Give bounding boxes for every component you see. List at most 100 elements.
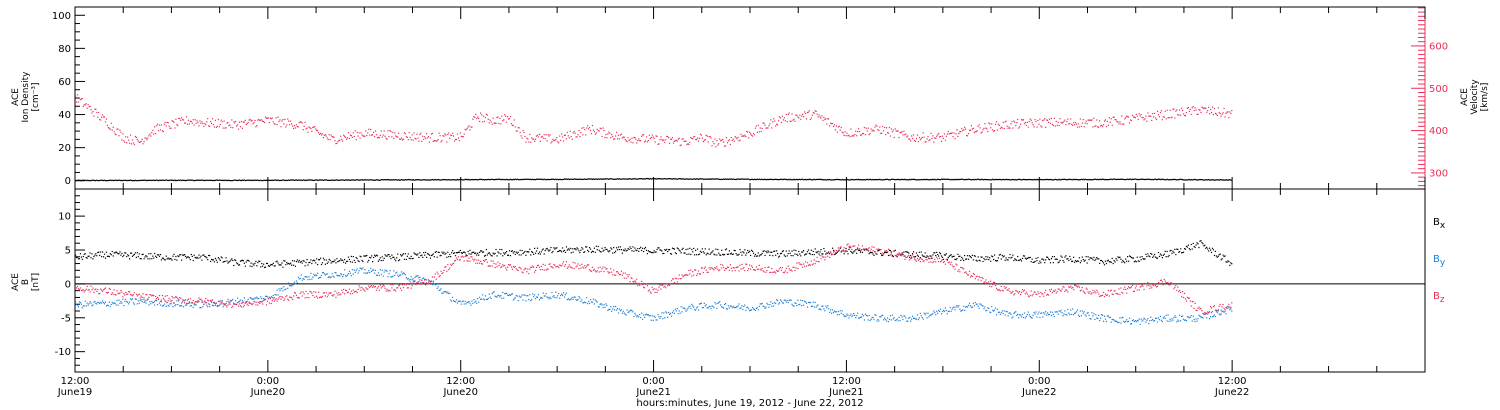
bx-point [413, 252, 415, 254]
bx-point [462, 251, 464, 253]
bx-point [1094, 259, 1096, 262]
velocity-point [304, 121, 306, 123]
bx-point [75, 257, 78, 259]
velocity-point [698, 137, 701, 140]
density-point [826, 179, 828, 181]
density-point [1169, 178, 1171, 181]
bx-point [878, 249, 880, 252]
density-point [1095, 178, 1097, 180]
velocity-point [734, 136, 736, 138]
bx-point [765, 250, 767, 253]
velocity-point [1172, 108, 1174, 110]
density-point [1177, 179, 1179, 181]
velocity-point [823, 116, 825, 119]
density-point [1025, 179, 1027, 181]
density-point [1059, 179, 1061, 181]
velocity-point [269, 117, 271, 119]
velocity-point [993, 130, 995, 132]
velocity-point [290, 120, 292, 122]
by-point [641, 312, 643, 314]
by-point [904, 315, 906, 317]
bx-point [972, 259, 974, 261]
velocity-point [939, 136, 941, 138]
by-point [605, 303, 607, 305]
by-point [1020, 314, 1022, 316]
by-point [734, 307, 736, 309]
density-point [239, 179, 242, 182]
bx-point [778, 255, 781, 257]
by-point [159, 304, 162, 306]
density-point [550, 178, 552, 180]
density-point [1155, 179, 1158, 181]
bx-point [573, 248, 575, 250]
bx-point [823, 247, 825, 250]
density-point [743, 178, 745, 180]
by-point [728, 307, 730, 309]
bx-point [263, 263, 265, 265]
by-point [631, 310, 633, 312]
density-point [143, 179, 145, 181]
bx-point [716, 254, 718, 256]
by-point [493, 291, 495, 293]
bx-point [309, 261, 311, 263]
velocity-point [887, 132, 890, 134]
by-point [181, 305, 183, 307]
density-point [628, 178, 630, 180]
density-point [144, 179, 146, 181]
bx-point [996, 260, 999, 262]
bx-point [1166, 250, 1168, 253]
density-point [361, 179, 363, 181]
density-point [1009, 179, 1011, 181]
density-point [982, 179, 984, 181]
velocity-point [820, 117, 822, 119]
by-point [916, 314, 919, 316]
velocity-point [393, 137, 395, 139]
by-point [925, 312, 927, 314]
density-point [88, 179, 90, 182]
density-point [493, 179, 495, 181]
by-point [549, 296, 551, 298]
by-point [210, 300, 213, 302]
velocity-point [408, 132, 410, 134]
bx-point [966, 258, 968, 260]
by-point [616, 307, 619, 310]
density-point [395, 179, 397, 181]
density-point [1061, 178, 1063, 180]
velocity-point [946, 133, 948, 135]
by-point [360, 267, 362, 270]
density-point [258, 179, 260, 182]
by-point [122, 298, 124, 300]
density-point [843, 179, 845, 181]
by-point [1035, 311, 1037, 313]
bx-point [922, 255, 924, 257]
density-point [1209, 179, 1211, 181]
bx-point [748, 251, 750, 253]
density-point [580, 178, 582, 180]
bx-point [125, 252, 127, 254]
bx-point [842, 250, 844, 252]
density-point [378, 179, 380, 181]
by-point [237, 297, 239, 299]
by-point [589, 299, 592, 301]
by-point [272, 294, 274, 297]
by-point [934, 311, 936, 314]
density-point [175, 180, 177, 182]
density-point [408, 179, 410, 181]
velocity-point [317, 130, 319, 132]
bx-point [122, 255, 124, 258]
bx-point [418, 256, 420, 259]
bx-point [398, 259, 400, 262]
bx-point [1130, 256, 1133, 259]
density-point [448, 178, 450, 181]
velocity-point [646, 141, 649, 143]
by-point [1101, 314, 1104, 316]
velocity-point [205, 124, 207, 126]
density-point [666, 178, 668, 180]
density-point [624, 178, 626, 180]
velocity-point [429, 137, 432, 139]
by-point [318, 276, 321, 279]
bx-point [937, 253, 939, 256]
bx-point [1168, 254, 1170, 257]
velocity-point [1123, 123, 1125, 125]
density-point [365, 179, 367, 181]
